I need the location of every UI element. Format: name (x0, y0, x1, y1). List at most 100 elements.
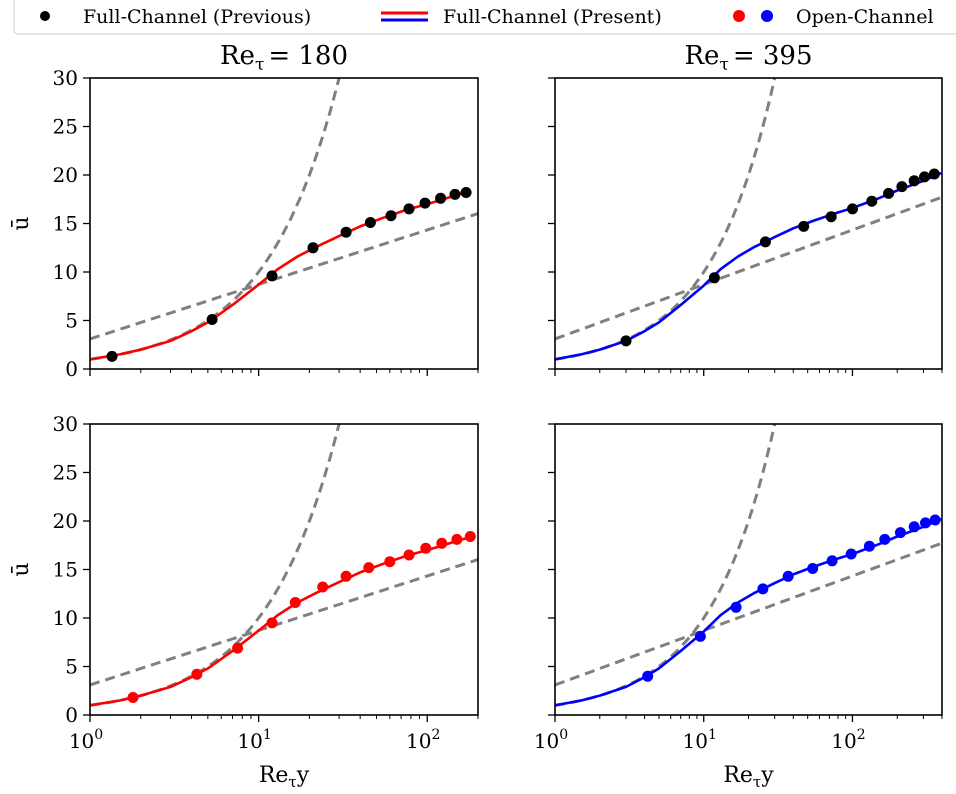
y-tick-label: 10 (53, 606, 78, 630)
mean-velocity-line (555, 171, 942, 361)
log-law-reference-line (90, 212, 478, 341)
data-point (403, 203, 415, 215)
mean-velocity-line (90, 536, 471, 707)
data-point (620, 335, 632, 347)
y-axis-label: ū (9, 562, 34, 576)
data-point (384, 556, 396, 568)
data-point (759, 236, 771, 248)
data-point (730, 601, 742, 613)
plot-area (555, 424, 942, 707)
data-point (928, 168, 940, 180)
data-point (807, 563, 819, 574)
y-tick-label: 20 (53, 509, 78, 533)
data-point (307, 242, 319, 254)
y-axis-label: ū (9, 216, 34, 230)
data-point (289, 597, 301, 608)
legend-entry-present: Full-Channel (Present) (381, 6, 662, 28)
data-point (191, 668, 203, 680)
data-point (206, 314, 218, 325)
data-point (908, 521, 920, 533)
legend-label-present: Full-Channel (Present) (443, 6, 662, 28)
data-point (847, 203, 858, 215)
data-point (845, 548, 857, 560)
y-tick-label: 25 (53, 461, 78, 485)
data-point (825, 211, 837, 223)
data-point (385, 210, 397, 222)
data-point (782, 570, 794, 582)
mean-velocity-line (90, 190, 471, 361)
x-tick-label: 102 (831, 727, 865, 753)
data-point (364, 217, 376, 228)
x-tick-label: 102 (406, 727, 440, 753)
data-point (929, 514, 941, 526)
data-point (896, 181, 908, 193)
data-point (451, 533, 463, 545)
data-point (436, 537, 448, 549)
plot-area (555, 78, 942, 361)
x-axis-label: Reτy (723, 763, 774, 791)
axes-frame (89, 77, 479, 370)
subplot-2: Reτ = 395 (548, 41, 943, 376)
data-point (708, 272, 720, 284)
log-law-reference-line (555, 195, 942, 341)
log-law-reference-line (555, 541, 942, 687)
y-tick-label: 20 (53, 163, 78, 187)
data-point (266, 270, 278, 282)
x-tick-label: 101 (683, 727, 717, 753)
subplot-title: Reτ = 180 (220, 41, 348, 75)
y-tick-label: 5 (65, 655, 78, 679)
x-axis-label: Reτy (259, 763, 310, 791)
data-point (757, 583, 769, 595)
y-tick-label: 30 (53, 412, 78, 436)
data-point (232, 642, 244, 654)
data-point (919, 171, 930, 183)
legend: Full-Channel (Previous) Full-Channel (Pr… (13, 0, 956, 35)
data-point (403, 549, 415, 561)
legend-entry-open: Open-Channel (733, 6, 934, 28)
data-point (694, 630, 706, 642)
legend-marker-red-dot (733, 10, 745, 22)
x-tick-label: 101 (237, 727, 271, 753)
data-point (340, 570, 352, 582)
data-point (266, 617, 278, 629)
axes-frame (89, 423, 479, 716)
legend-marker-blue-dot (761, 10, 773, 22)
data-point (894, 527, 906, 539)
data-point (863, 540, 875, 552)
viscous-sublayer-reference-line (555, 424, 777, 707)
plot-area (90, 78, 478, 362)
data-point (363, 562, 375, 574)
data-point (920, 517, 931, 529)
y-tick-label: 10 (53, 260, 78, 284)
data-point (798, 220, 810, 232)
legend-entry-previous: Full-Channel (Previous) (40, 6, 311, 28)
subplot-1: 0 5 10 15 20 25 30 Reτ = 180 ū (9, 41, 479, 381)
y-tick-label: 25 (53, 115, 78, 139)
data-point (420, 542, 432, 554)
subplot-4: 100 101 102 Reτy (534, 423, 943, 791)
axes-frame (554, 423, 943, 716)
y-tick-label: 15 (53, 212, 78, 236)
mean-velocity-line (555, 517, 942, 707)
y-tick-label: 15 (53, 558, 78, 582)
data-point (106, 350, 118, 362)
data-point (908, 175, 920, 187)
x-tick-label: 100 (69, 727, 103, 753)
legend-label-open: Open-Channel (796, 6, 934, 28)
data-point (460, 187, 472, 198)
legend-marker-black-dot (40, 11, 50, 21)
plot-area (90, 424, 478, 707)
axes-frame (554, 77, 943, 370)
data-point (642, 670, 654, 682)
data-point (435, 192, 447, 204)
viscous-sublayer-reference-line (90, 424, 341, 707)
log-law-reference-line (90, 558, 478, 687)
data-point (883, 187, 895, 199)
data-point (464, 531, 476, 542)
y-tick-label: 0 (65, 357, 78, 381)
y-tick-label: 0 (65, 703, 78, 727)
subplot-title: Reτ = 395 (684, 41, 812, 75)
legend-label-previous: Full-Channel (Previous) (83, 6, 311, 28)
data-point (127, 692, 139, 703)
